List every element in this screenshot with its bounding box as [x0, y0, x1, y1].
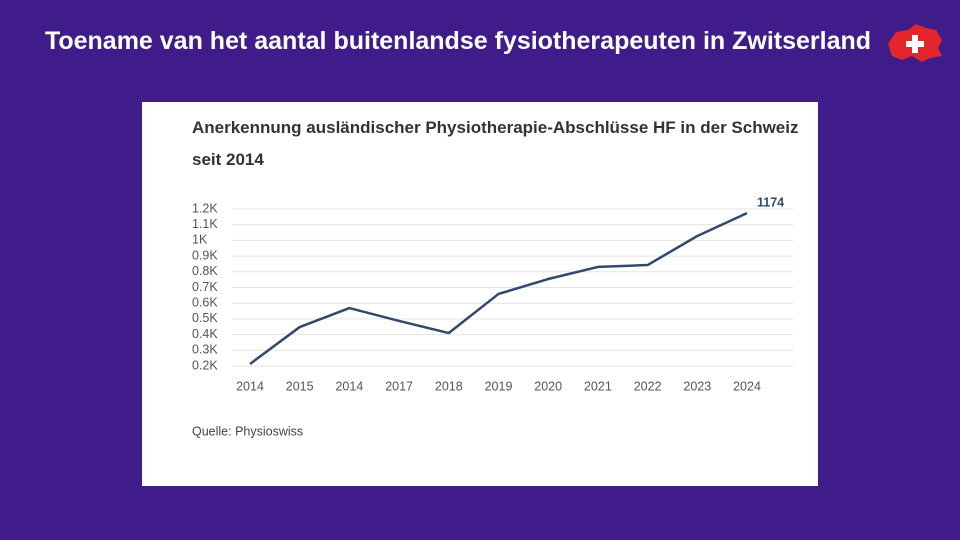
line-series	[249, 211, 748, 365]
x-tick-label: 2014	[236, 379, 264, 393]
x-tick-label: 2023	[683, 379, 711, 393]
x-tick-label: 2024	[733, 379, 761, 393]
slide-title: Toename van het aantal buitenlandse fysi…	[44, 27, 872, 55]
y-tick-label: 0.8K	[192, 264, 218, 278]
x-tick-label: 2020	[534, 379, 562, 393]
y-tick-label: 0.6K	[192, 295, 218, 309]
x-tick-label: 2021	[584, 379, 612, 393]
x-tick-label: 2018	[435, 379, 463, 393]
data-label: 1174	[757, 195, 784, 209]
y-tick-label: 1K	[192, 233, 208, 247]
y-tick-label: 0.3K	[192, 343, 218, 357]
x-tick-label: 2014	[335, 379, 363, 393]
cross	[906, 41, 924, 47]
y-tick-label: 0.2K	[192, 358, 218, 372]
y-tick-label: 0.7K	[192, 280, 218, 294]
x-tick-label: 2017	[385, 379, 413, 393]
chart-title: Anerkennung ausländischer Physiotherapie…	[192, 118, 799, 169]
x-tick-label: 2015	[286, 379, 314, 393]
swiss-icon	[888, 24, 942, 62]
source: Quelle: Physioswiss	[192, 424, 303, 438]
y-tick-label: 0.9K	[192, 248, 218, 262]
y-tick-label: 1.2K	[192, 201, 218, 215]
chart-panel: Anerkennung ausländischer Physiotherapie…	[142, 102, 818, 486]
x-tick-label: 2022	[634, 379, 662, 393]
y-tick-label: 0.4K	[192, 327, 218, 341]
y-tick-label: 0.5K	[192, 311, 218, 325]
x-tick-label: 2019	[485, 379, 513, 393]
chart: Quelle: Physioswiss 0.2K0.3K 0.4K 0.5K 0.6K…	[192, 195, 793, 438]
y-tick-label: 1.1K	[192, 217, 218, 231]
